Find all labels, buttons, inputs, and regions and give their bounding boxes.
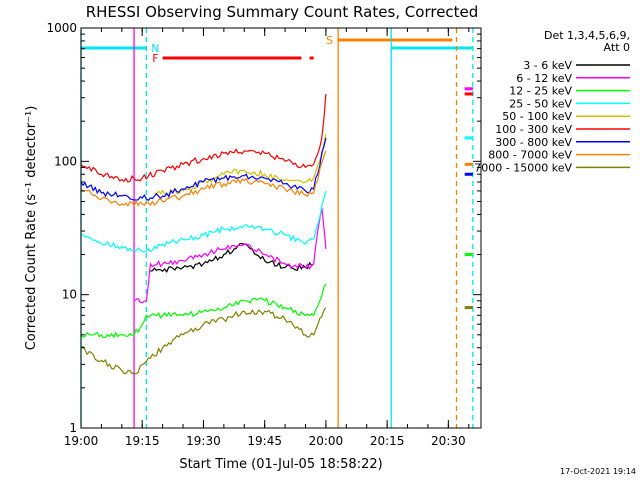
x-tick-label: 19:00: [64, 434, 99, 448]
x-tick-label: 20:00: [309, 434, 344, 448]
legend-label-100-300-kev: 100 - 300 keV: [495, 123, 572, 136]
flag-label-n: N: [151, 42, 159, 55]
footer-timestamp: 17-Oct-2021 19:14: [560, 467, 636, 476]
legend-label-6-12-kev: 6 - 12 keV: [516, 72, 572, 85]
flag-label-f: F: [152, 52, 158, 65]
legend-label-800-7000-kev: 800 - 7000 keV: [488, 149, 572, 162]
series-group: [80, 87, 473, 375]
legend-label-7000-15000-kev: 7000 - 15000 keV: [474, 161, 572, 174]
x-tick-label: 20:15: [370, 434, 405, 448]
series-25-50-kev: [80, 190, 327, 253]
x-tick-label: 19:45: [247, 434, 282, 448]
y-tick-label: 1000: [46, 21, 77, 35]
x-tick-label: 19:30: [186, 434, 221, 448]
series-50-100-kev: [154, 133, 327, 196]
series-7000-15000-kev: [80, 307, 327, 375]
legend-label-25-50-kev: 25 - 50 keV: [509, 97, 572, 110]
x-tick-label: 19:15: [125, 434, 160, 448]
x-axis-label: Start Time (01-Jul-05 18:58:22): [179, 457, 382, 472]
y-axis-label: Corrected Count Rate (s⁻¹ detector⁻¹): [24, 106, 39, 351]
chart-title: RHESSI Observing Summary Count Rates, Co…: [86, 3, 479, 21]
series-100-300-kev: [80, 93, 327, 183]
series-300-800-kev: [80, 137, 327, 202]
legend-label-3-6-kev: 3 - 6 keV: [523, 59, 572, 72]
y-tick-label: 1: [69, 421, 77, 435]
series-3-6-kev: [150, 242, 315, 273]
y-axis: 1 10 100 1000: [46, 21, 481, 435]
flag-bars: NF S: [81, 34, 473, 65]
flag-label-s: S: [326, 34, 333, 47]
x-tick-label: 20:30: [431, 434, 466, 448]
legend-title-line-1: Det 1,3,4,5,6,9,: [544, 29, 630, 42]
y-tick-label: 100: [54, 154, 77, 168]
y-tick-label: 10: [62, 288, 77, 302]
series-12-25-kev: [80, 283, 327, 339]
legend-title-line-2: Att 0: [604, 41, 630, 54]
x-axis: 19:00 19:15 19:30 19:45 20:00 20:15 20:30: [64, 28, 470, 448]
series-6-12-kev: [133, 207, 327, 304]
series-800-7000-kev: [80, 150, 327, 207]
legend-label-50-100-kev: 50 - 100 keV: [502, 110, 572, 123]
legend-label-300-800-kev: 300 - 800 keV: [495, 136, 572, 149]
legend-label-12-25-kev: 12 - 25 keV: [509, 85, 572, 98]
plot-frame: [80, 27, 482, 429]
